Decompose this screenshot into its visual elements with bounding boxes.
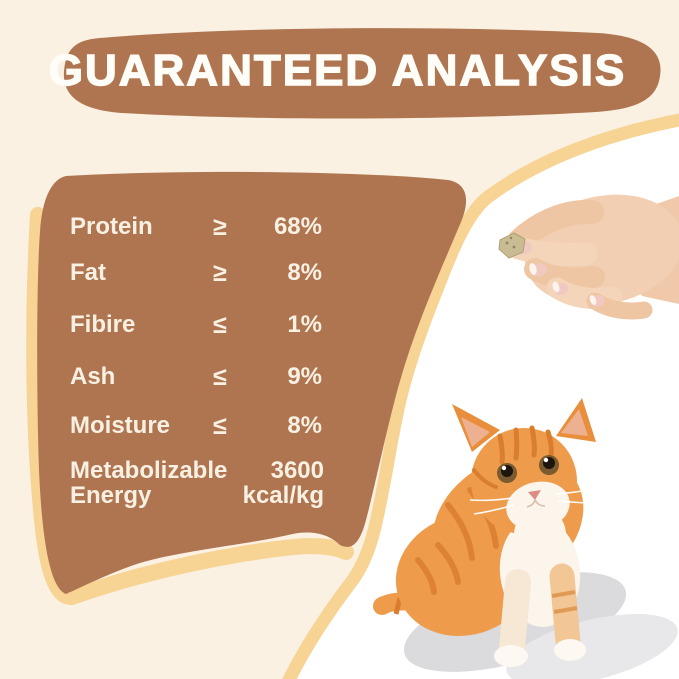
comparator-symbol: ≥ (213, 212, 227, 241)
nutrient-label: Moisture (70, 412, 171, 439)
nutrient-label: Ash (70, 363, 116, 390)
glint-right (543, 457, 549, 463)
kitten-mouth (526, 499, 546, 508)
nutrient-value: 8% (287, 412, 322, 439)
cheek-stripe (472, 468, 498, 489)
hand-holding-treat-image (498, 194, 679, 320)
nutrient-value: 68% (273, 213, 322, 240)
yellow-divider-curve (282, 113, 679, 679)
nutrient-value: 9% (287, 363, 322, 390)
treat-speckle (509, 236, 513, 240)
yellow-panel-rim (26, 207, 354, 605)
analysis-row: Fibire ≤ 1% (70, 305, 322, 345)
kitten-nose (528, 490, 541, 500)
nutrient-value: 3600 kcal/kg (242, 457, 324, 510)
analysis-row: Fat ≥ 8% (70, 253, 322, 293)
forehead-stripes (497, 425, 554, 465)
page-title: GUARANTEED ANALYSIS (48, 45, 627, 95)
analysis-panel (37, 171, 467, 594)
analysis-row-energy: Metabolizable Energy 3600 kcal/kg (70, 457, 324, 510)
nutrient-value: 8% (287, 259, 322, 286)
thumb (507, 199, 604, 253)
treat-speckle (512, 245, 516, 249)
comparator-symbol: ≤ (213, 411, 227, 440)
nutrient-label: Fibire (70, 311, 136, 338)
analysis-row: Protein ≥ 68% (70, 207, 322, 247)
leg-stripes (551, 590, 578, 614)
cat-treat (498, 232, 526, 259)
glint-left (501, 465, 507, 471)
nutrient-value: 1% (287, 311, 322, 338)
comparator-symbol: ≤ (213, 310, 227, 339)
comparator-symbol: ≥ (213, 258, 227, 287)
analysis-row: Moisture ≤ 8% (70, 406, 322, 446)
analysis-row: Ash ≤ 9% (70, 357, 322, 397)
ear-left-inner (461, 417, 490, 447)
paw-left (494, 645, 528, 667)
paw-right (554, 639, 586, 661)
kitten-chin (514, 507, 566, 563)
nutrient-label: Protein (70, 213, 153, 240)
front-leg-left (499, 569, 531, 661)
nutrient-label: Fat (70, 259, 106, 286)
ear-right-inner (561, 409, 588, 436)
kitten-image (373, 398, 678, 679)
title-banner (63, 28, 661, 119)
kitten-whiskers (469, 488, 595, 515)
comparator-symbol: ≤ (213, 362, 227, 391)
nutrient-label: Metabolizable Energy (70, 457, 228, 510)
kitten-shadow-soft (506, 613, 678, 679)
treat-speckle (505, 241, 509, 245)
